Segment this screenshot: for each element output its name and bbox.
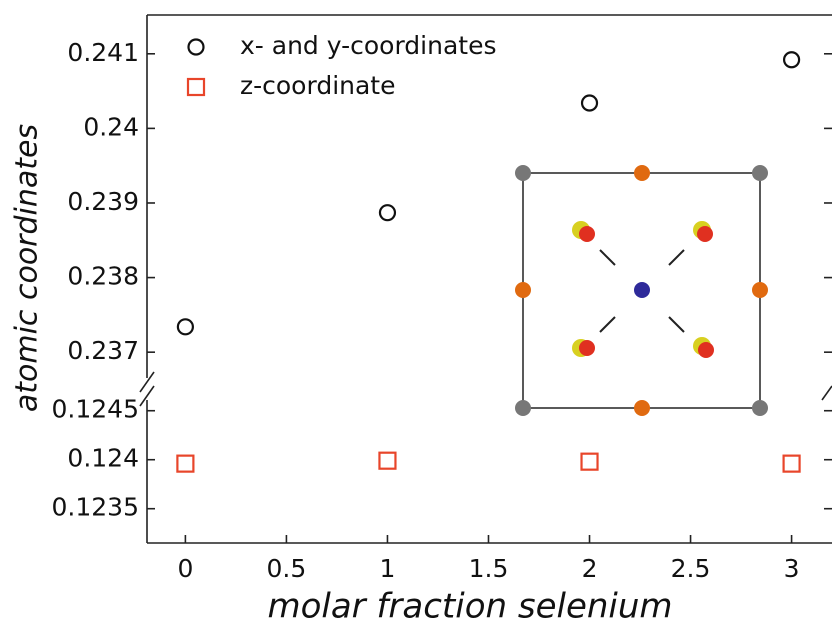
y-tick-label: 0.24 (83, 112, 139, 141)
x-tick-label: 0.5 (267, 554, 307, 583)
x-tick-label: 3 (784, 554, 800, 583)
y-tick-label: 0.124 (67, 444, 139, 473)
chart: molar fraction selenium atomic coordinat… (0, 0, 832, 630)
legend-label: z-coordinate (240, 71, 395, 100)
x-tick-label: 1 (380, 554, 396, 583)
x-tick-label: 2 (582, 554, 598, 583)
legend-marker (189, 40, 204, 55)
x-tick-label: 2.5 (671, 554, 711, 583)
point (784, 456, 800, 472)
x-axis-label: molar fraction selenium (267, 587, 672, 627)
x-tick-label: 1.5 (469, 554, 509, 583)
point (178, 319, 193, 334)
point (379, 453, 395, 469)
point (784, 52, 799, 67)
point (582, 454, 598, 470)
y-tick-label: 0.241 (67, 38, 139, 67)
y-axis-label: atomic coordinates (10, 124, 45, 412)
point (380, 205, 395, 220)
y-tick-label: 0.1245 (52, 395, 139, 424)
y-tick-label: 0.238 (67, 262, 139, 291)
point (177, 456, 193, 472)
structure-inset (515, 165, 768, 416)
point (582, 96, 597, 111)
legend-marker (188, 79, 204, 95)
y-tick-label: 0.239 (67, 187, 139, 216)
legend-label: x- and y-coordinates (240, 31, 496, 60)
y-tick-label: 0.237 (67, 336, 139, 365)
x-tick-label: 0 (177, 554, 193, 583)
y-tick-label: 0.1235 (52, 493, 139, 522)
